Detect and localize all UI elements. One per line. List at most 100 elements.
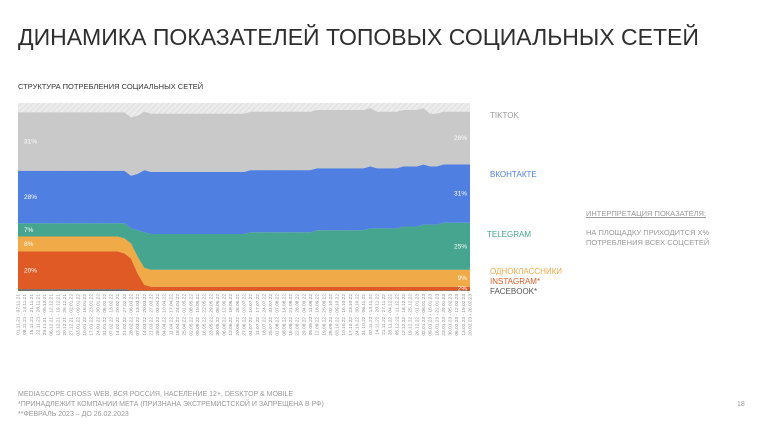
x-tick-label: 12.12.22 - 18.12.22 <box>401 294 407 336</box>
x-tick-label: 26.12.22 - 01.01.23 <box>414 294 420 336</box>
x-tick-label: 27.06.22 - 03.07.22 <box>242 294 248 336</box>
x-tick-label: 10.01.22 - 16.01.22 <box>82 294 88 336</box>
value-label-end: 25% <box>454 243 467 250</box>
x-tick-label: 13.02.23 - 19.02.23 <box>461 294 467 336</box>
x-tick-label: 25.07.22 - 31.07.22 <box>268 294 274 336</box>
legend-facebook: FACEBOOK* <box>490 287 538 296</box>
value-label-start: 31% <box>24 139 37 146</box>
area-instagram <box>18 251 470 291</box>
x-tick-label: 21.11.22 - 27.11.22 <box>381 294 387 335</box>
chart-subtitle: СТРУКТУРА ПОТРЕБЛЕНИЯ СОЦИАЛЬНЫХ СЕТЕЙ <box>18 82 204 91</box>
x-tick-label: 29.11.21 - 05.12.21 <box>42 294 48 336</box>
page-title: ДИНАМИКА ПОКАЗАТЕЛЕЙ ТОПОВЫХ СОЦИАЛЬНЫХ … <box>18 24 699 50</box>
x-tick-label: 24.10.22 - 30.10.22 <box>355 294 361 336</box>
x-tick-label: 28.11.22 - 04.12.22 <box>388 294 394 336</box>
area-вконтакте <box>18 164 470 234</box>
x-tick-label: 16.05.22 - 22.05.22 <box>202 294 208 336</box>
x-tick-label: 28.03.22 - 03.04.22 <box>155 294 161 336</box>
x-tick-label: 07.11.22 - 13.11.22 <box>368 294 374 335</box>
x-tick-label: 31.01.22 - 06.02.22 <box>102 294 108 336</box>
x-tick-label: 30.01.23 - 05.02.23 <box>448 294 454 336</box>
x-tick-label: 02.05.22 - 08.05.22 <box>188 294 194 336</box>
x-tick-label: 14.03.22 - 20.03.22 <box>142 294 148 336</box>
x-tick-label: 15.11.21 - 21.11.21 <box>29 294 35 335</box>
x-tick-label: 18.04.22 - 24.04.22 <box>175 294 181 336</box>
footnote-period: **ФЕВРАЛЬ 2023 – ДО 26.02.2023 <box>18 411 129 418</box>
interpretation-heading: ИНТЕРПРЕТАЦИЯ ПОКАЗАТЕЛЯ: <box>586 209 707 218</box>
x-tick-label: 25.04.22 - 01.05.22 <box>182 294 188 336</box>
interpretation-text-1: НА ПЛОЩАДКУ ПРИХОДИТСЯ X% <box>586 228 710 237</box>
x-tick-label: 12.09.22 - 18.09.22 <box>315 294 321 336</box>
page-number: 18 <box>737 401 745 408</box>
x-tick-label: 07.02.22 - 13.02.22 <box>109 294 115 336</box>
x-tick-label: 11.07.22 - 17.07.22 <box>255 294 261 336</box>
x-tick-label: 26.09.22 - 02.10.22 <box>328 294 334 336</box>
area-tiktok <box>18 108 470 176</box>
x-tick-label: 24.01.22 - 30.01.22 <box>95 294 101 336</box>
legend-telegram: TELEGRAM <box>487 230 532 239</box>
x-tick-label: 06.06.22 - 12.06.22 <box>222 294 228 336</box>
x-tick-label: 05.09.22 - 11.09.22 <box>308 294 314 336</box>
x-tick-label: 04.07.22 - 10.07.22 <box>248 294 254 336</box>
x-tick-label: 17.10.22 - 23.10.22 <box>348 294 354 336</box>
x-tick-label: 07.03.22 - 13.03.22 <box>135 294 141 336</box>
x-tick-label: 13.06.22 - 19.06.22 <box>228 294 234 336</box>
x-tick-label: 13.12.21 - 19.12.21 <box>55 294 61 336</box>
legend-odnoklassniki: ОДНОКЛАССНИКИ <box>490 267 563 276</box>
x-tick-label: 30.05.22 - 05.06.22 <box>215 294 221 336</box>
x-tick-label: 03.01.22 - 09.01.22 <box>75 294 81 336</box>
legend-instagram: INSTAGRAM* <box>490 277 541 286</box>
interpretation-text-2: ПОТРЕБЛЕНИЯ ВСЕХ СОЦСЕТЕЙ <box>586 238 710 247</box>
x-tick-label: 18.07.22 - 24.07.22 <box>261 294 267 336</box>
x-tick-label: 05.12.22 - 11.12.22 <box>394 294 400 336</box>
x-tick-label: 21.02.22 - 27.02.22 <box>122 294 128 336</box>
x-tick-label: 10.10.22 - 16.10.22 <box>341 294 347 336</box>
x-tick-label: 29.08.22 - 04.09.22 <box>301 294 307 336</box>
x-tick-label: 04.04.22 - 10.04.22 <box>162 294 168 336</box>
x-tick-label: 16.01.23 - 22.01.23 <box>434 294 440 336</box>
area-telegram <box>18 222 470 270</box>
x-tick-label: 22.08.22 - 28.08.22 <box>295 294 301 336</box>
value-label-end: 28% <box>454 135 467 142</box>
area-одноклассники <box>18 236 470 287</box>
x-tick-label: 23.01.23 - 29.01.23 <box>441 294 447 336</box>
footnote-meta: *ПРИНАДЛЕЖИТ КОМПАНИИ МЕТА (ПРИЗНАНА ЭКС… <box>18 401 324 408</box>
legend-tiktok: TIKTOK <box>490 111 519 120</box>
x-tick-label: 03.10.22 - 09.10.22 <box>335 294 341 336</box>
value-label-start: 8% <box>24 241 34 248</box>
value-label-end: 9% <box>458 275 468 282</box>
x-tick-label: 20.06.22 - 26.06.22 <box>235 294 241 336</box>
x-tick-label: 20.02.23 - 26.02.23 <box>468 294 474 336</box>
area-facebook <box>18 289 470 291</box>
x-tick-label: 31.10.22 - 06.11.22 <box>361 294 367 336</box>
x-tick-label: 14.02.22 - 20.02.22 <box>115 294 121 336</box>
value-label-start: 20% <box>24 267 37 274</box>
x-tick-label: 17.01.22 - 23.01.22 <box>89 294 95 336</box>
x-tick-label: 01.11.21 - 07.11.21 <box>16 294 22 335</box>
x-tick-label: 21.03.22 - 27.03.22 <box>148 294 154 336</box>
x-tick-label: 23.05.22 - 29.05.22 <box>208 294 214 336</box>
x-tick-label: 14.11.22 - 20.11.22 <box>374 294 380 335</box>
x-tick-label: 19.09.22 - 25.09.22 <box>321 294 327 336</box>
value-label-end: 2% <box>458 286 468 293</box>
x-tick-label: 19.12.22 - 25.12.22 <box>408 294 414 336</box>
x-tick-label: 01.08.22 - 07.08.22 <box>275 294 281 336</box>
value-label-end: 31% <box>454 191 467 198</box>
x-tick-label: 11.04.22 - 17.04.22 <box>168 294 174 336</box>
x-tick-label: 06.12.21 - 12.12.21 <box>49 294 55 336</box>
x-tick-label: 06.02.23 - 12.02.23 <box>454 294 460 336</box>
legend-vkontakte: ВКОНТАКТЕ <box>490 170 537 179</box>
x-tick-label: 09.01.23 - 15.01.23 <box>428 294 434 336</box>
x-tick-label: 08.08.22 - 14.08.22 <box>281 294 287 336</box>
footnote-source: MEDIASCOPE CROSS WEB, ВСЯ РОССИЯ, НАСЕЛЕ… <box>18 391 294 398</box>
x-tick-label: 08.11.21 - 14.11.21 <box>22 294 28 335</box>
x-tick-label: 15.08.22 - 21.08.22 <box>288 294 294 336</box>
value-label-start: 28% <box>24 194 37 201</box>
x-tick-label: 22.11.21 - 28.11.21 <box>35 294 41 335</box>
x-tick-label: 02.01.23 - 08.01.23 <box>421 294 427 336</box>
x-tick-label: 20.12.21 - 26.12.21 <box>62 294 68 336</box>
x-tick-label: 09.05.22 - 15.05.22 <box>195 294 201 336</box>
value-label-start: 7% <box>24 227 34 234</box>
x-tick-label: 28.02.22 - 06.03.22 <box>129 294 135 336</box>
